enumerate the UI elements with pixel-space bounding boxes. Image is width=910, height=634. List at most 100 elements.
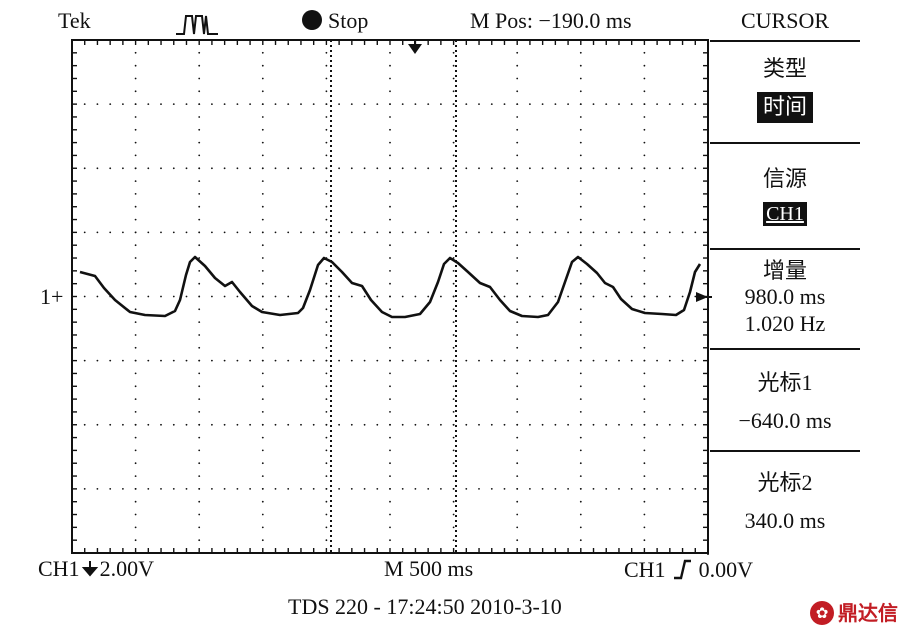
- graticule-dot: [681, 359, 684, 362]
- graticule-dot: [109, 103, 112, 105]
- graticule-dot: [198, 385, 201, 388]
- graticule-dot: [261, 167, 264, 170]
- graticule-dot: [325, 231, 328, 234]
- graticule-dot: [134, 462, 137, 465]
- graticule-dot: [579, 475, 582, 477]
- graticule-dot: [198, 167, 201, 170]
- graticule-dot: [643, 436, 646, 439]
- graticule-dot: [198, 411, 201, 413]
- menu-cursor2-button[interactable]: 光标2 340.0 ms: [710, 470, 860, 535]
- graticule-dot: [490, 359, 493, 362]
- graticule-dot: [656, 359, 658, 362]
- graticule-dot: [325, 308, 328, 311]
- graticule-dot: [261, 295, 264, 298]
- graticule-dot: [389, 295, 391, 298]
- graticule-dot: [668, 167, 671, 170]
- model-timestamp: TDS 220 - 17:24:50 2010-3-10: [288, 594, 562, 619]
- ch1-ground-marker: 1+: [40, 284, 64, 309]
- menu-source-button[interactable]: 信源 CH1: [710, 166, 860, 227]
- graticule-dot: [452, 141, 455, 144]
- graticule-dot: [338, 359, 340, 362]
- ground-coupling-icon: [81, 561, 98, 577]
- graticule-dot: [389, 449, 391, 452]
- graticule-dot: [236, 488, 239, 490]
- graticule-dot: [261, 321, 264, 323]
- graticule-dot: [96, 103, 99, 105]
- graticule-dot: [579, 154, 582, 157]
- graticule-dot: [274, 488, 277, 490]
- graticule-dot: [96, 488, 99, 490]
- graticule-dot: [668, 103, 671, 105]
- graticule-dot: [668, 488, 671, 490]
- graticule-dot: [452, 500, 455, 503]
- graticule-dot: [554, 231, 557, 234]
- cursor-menu: CURSOR 类型 时间 信源 CH1 增量 980.0 ms 1.020 Hz…: [710, 0, 860, 560]
- graticule-dot: [325, 488, 328, 490]
- graticule-dot: [516, 180, 519, 183]
- graticule-dot: [198, 462, 201, 465]
- source-value: CH1: [763, 202, 807, 227]
- graticule-dot: [579, 411, 582, 413]
- menu-type-button[interactable]: 类型 时间: [710, 56, 860, 123]
- horizontal-position: M Pos: −190.0 ms: [470, 10, 632, 32]
- graticule-dot: [261, 539, 264, 542]
- graticule-dot: [643, 398, 646, 400]
- graticule-dot: [147, 488, 150, 490]
- graticule-dot: [109, 359, 112, 362]
- graticule-dot: [516, 423, 519, 426]
- graticule-dot: [287, 295, 290, 298]
- graticule-dot: [579, 116, 582, 118]
- graticule-dot: [516, 436, 519, 439]
- graticule-dot: [579, 231, 582, 234]
- graticule-dot: [452, 436, 455, 439]
- graticule-dot: [389, 423, 391, 426]
- graticule-dot: [198, 257, 201, 259]
- graticule-dot: [185, 167, 188, 170]
- graticule-dot: [643, 193, 646, 195]
- graticule-dot: [668, 231, 671, 234]
- graticule-dot: [198, 398, 201, 400]
- graticule-dot: [516, 77, 519, 80]
- graticule-dot: [529, 103, 531, 105]
- graticule-dot: [452, 539, 455, 542]
- graticule-dot: [592, 488, 595, 490]
- graticule-dot: [490, 295, 493, 298]
- graticule-dot: [694, 167, 697, 170]
- graticule-dot: [325, 218, 328, 221]
- graticule-dot: [516, 244, 519, 247]
- graticule-dot: [325, 90, 328, 93]
- graticule-dot: [643, 218, 646, 221]
- graticule-dot: [211, 295, 213, 298]
- graticule-dot: [643, 513, 646, 516]
- menu-cursor1-button[interactable]: 光标1 −640.0 ms: [710, 370, 860, 435]
- graticule-dot: [643, 321, 646, 323]
- graticule-dot: [516, 167, 519, 170]
- graticule-dot: [618, 359, 620, 362]
- graticule-dot: [643, 308, 646, 311]
- graticule-dot: [134, 359, 137, 362]
- graticule-dot: [325, 141, 328, 144]
- graticule-dot: [579, 462, 582, 465]
- graticule-dot: [325, 128, 328, 131]
- graticule-dot: [312, 103, 315, 105]
- watermark-icon: ✿: [810, 601, 834, 625]
- graticule-dot: [414, 103, 417, 105]
- graticule-dot: [325, 295, 328, 298]
- trigger-status-icon: [176, 15, 218, 35]
- rising-edge-icon: [674, 559, 692, 580]
- graticule-dot: [592, 167, 595, 170]
- graticule-dot: [122, 488, 124, 490]
- graticule-dot: [122, 167, 124, 170]
- graticule-dot: [261, 128, 264, 131]
- graticule-dot: [618, 167, 620, 170]
- graticule-dot: [325, 385, 328, 388]
- graticule-dot: [363, 488, 366, 490]
- graticule-dot: [656, 295, 658, 298]
- graticule-dot: [643, 526, 646, 529]
- graticule-dot: [554, 167, 557, 170]
- graticule-dot: [465, 231, 468, 234]
- graticule-dot: [516, 321, 519, 323]
- graticule-dot: [389, 180, 391, 183]
- graticule-dot: [261, 257, 264, 259]
